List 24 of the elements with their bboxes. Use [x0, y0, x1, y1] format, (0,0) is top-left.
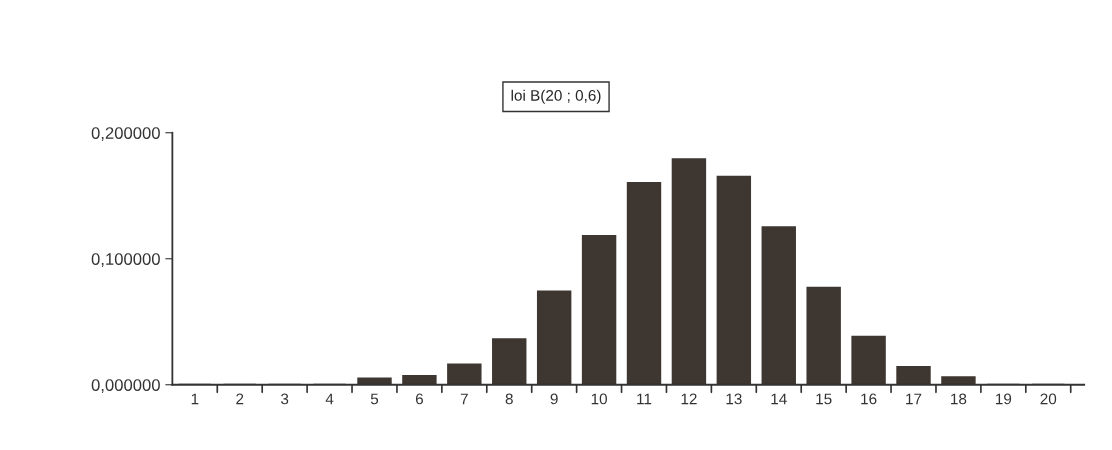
x-tick-label: 11	[637, 393, 652, 405]
x-tick-label: 19	[996, 393, 1012, 405]
y-tick-label: 0,100000	[91, 253, 160, 267]
x-tick-label: 9	[550, 393, 558, 405]
x-tick-label: 15	[816, 393, 832, 405]
x-tick-label: 10	[591, 393, 607, 405]
x-tick-label: 13	[726, 393, 742, 405]
x-tick-label: 16	[861, 393, 877, 405]
x-tick-label: 6	[415, 393, 423, 405]
x-tick-label: 1	[191, 393, 199, 405]
x-tick-label: 2	[236, 393, 244, 405]
chart-title: loi B(20 ; 0,6)	[511, 89, 601, 104]
y-tick-label: 0,200000	[91, 127, 160, 141]
x-tick-label: 20	[1040, 393, 1057, 405]
x-tick-label: 3	[280, 393, 289, 405]
x-tick-label: 8	[505, 393, 513, 405]
x-tick-label: 5	[370, 393, 379, 405]
x-tick-label: 14	[771, 393, 787, 405]
x-tick-label: 7	[460, 393, 468, 405]
x-tick-label: 4	[325, 393, 334, 405]
x-tick-label: 18	[951, 393, 967, 405]
x-tick-label: 17	[906, 393, 922, 405]
x-tick-label: 12	[681, 393, 697, 405]
y-tick-label: 0,000000	[91, 379, 160, 393]
